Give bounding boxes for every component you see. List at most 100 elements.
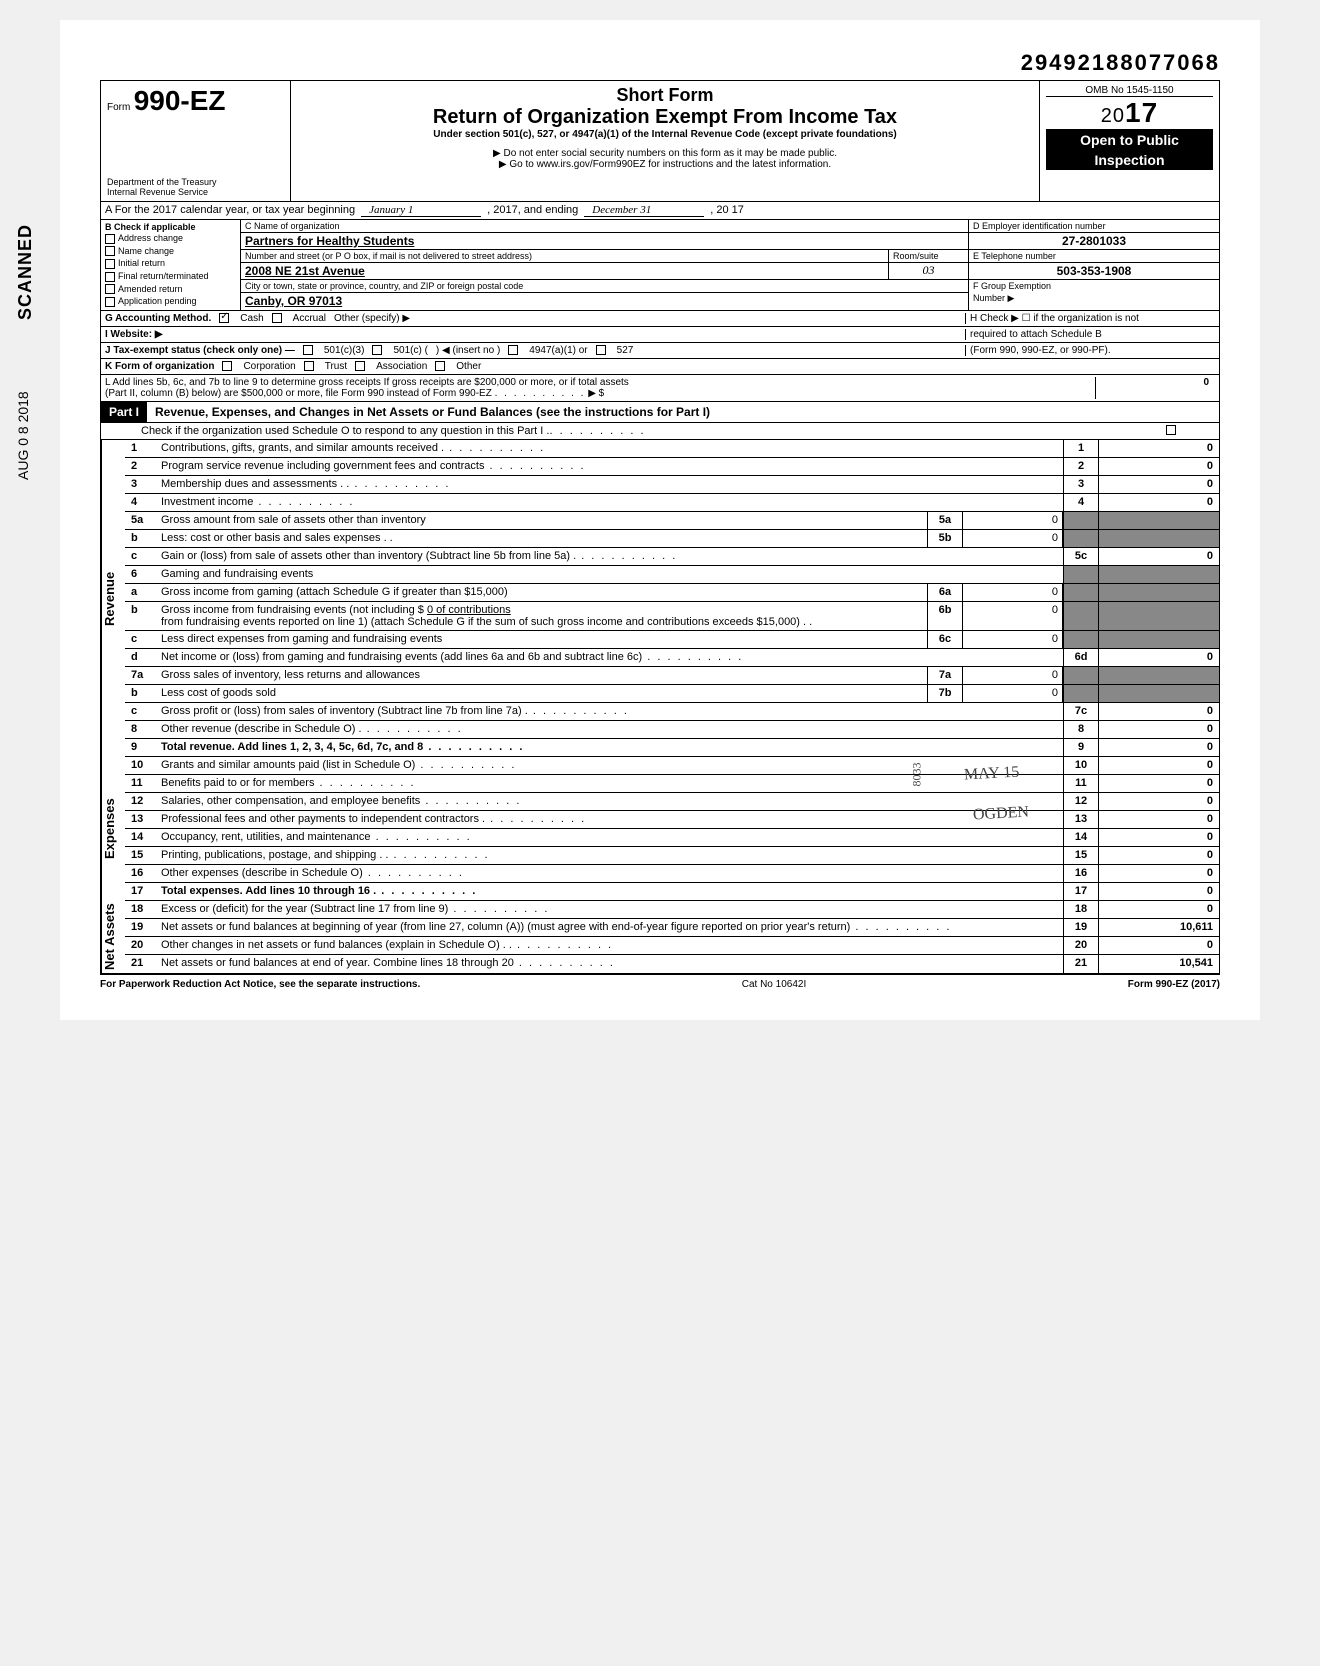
l21-d: Net assets or fund balances at end of ye… [157,955,1063,973]
l15-b: 15 [1063,847,1099,864]
org-street: 2008 NE 21st Avenue [241,263,888,279]
l6b-d3: from fundraising events reported on line… [161,616,812,628]
form-number: 990-EZ [134,85,226,116]
b-label: B Check if applicable [105,222,236,232]
chk-amended-return[interactable] [105,284,115,294]
l1-b: 1 [1063,440,1099,457]
f-label2: Number ▶ [969,292,1219,305]
l7b-m: 7b [927,685,963,702]
c-city-label: City or town, state or province, country… [241,280,968,293]
c-name-label: C Name of organization [241,220,968,233]
h-label: H Check ▶ ☐ if the organization is not [965,313,1215,324]
chk-final-return[interactable] [105,272,115,282]
chk-501c[interactable] [372,345,382,355]
l5c-d: Gain or (loss) from sale of assets other… [157,548,1063,565]
l5a-sh [1063,512,1099,529]
e-label: E Telephone number [969,250,1219,263]
chk-trust[interactable] [304,361,314,371]
l6b-d: Gross income from fundraising events (no… [161,604,424,616]
chk-initial-return[interactable] [105,259,115,269]
l6b-n: b [125,602,157,630]
chk-schedule-o[interactable] [1166,425,1176,435]
l7a-mv: 0 [963,667,1063,684]
l13-n: 13 [125,811,157,828]
b-item-3: Final return/terminated [118,271,209,281]
l2-d: Program service revenue including govern… [157,458,1063,475]
chk-accrual[interactable] [272,313,282,323]
l-value: 0 [1095,377,1215,399]
l2-v: 0 [1099,458,1219,475]
l5c-v: 0 [1099,548,1219,565]
row-j: J Tax-exempt status (check only one) — 5… [100,343,1220,359]
dept-treasury: Department of the Treasury [107,177,284,187]
chk-assoc[interactable] [355,361,365,371]
l5b-mv: 0 [963,530,1063,547]
l10-b: 10 [1063,757,1099,774]
chk-other[interactable] [435,361,445,371]
l4-b: 4 [1063,494,1099,511]
l15-d: Printing, publications, postage, and shi… [157,847,1063,864]
l7c-v: 0 [1099,703,1219,720]
l6a-d: Gross income from gaming (attach Schedul… [157,584,927,601]
l7a-n: 7a [125,667,157,684]
l6c-m: 6c [927,631,963,648]
g-other: Other (specify) ▶ [334,313,410,324]
stamp-ogden: OGDEN [973,803,1030,824]
l17-d: Total expenses. Add lines 10 through 16 … [157,883,1063,900]
l20-d: Other changes in net assets or fund bala… [157,937,1063,954]
l18-b: 18 [1063,901,1099,918]
row-a-endyear: , 20 17 [710,204,744,217]
l21-b: 21 [1063,955,1099,973]
part1-header-row: Part I Revenue, Expenses, and Changes in… [100,402,1220,423]
chk-application-pending[interactable] [105,297,115,307]
tax-year-end: December 31 [584,204,704,217]
revenue-vert-label: Revenue [101,440,125,757]
g-label: G Accounting Method. [105,313,211,324]
chk-name-change[interactable] [105,246,115,256]
h-label3: (Form 990, 990-EZ, or 990-PF). [965,345,1215,356]
l13-v: 0 [1099,811,1219,828]
l18-n: 18 [125,901,157,918]
l3-n: 3 [125,476,157,493]
expenses-vert-label: Expenses [101,757,125,901]
l12-d: Salaries, other compensation, and employ… [157,793,1063,810]
chk-527[interactable] [596,345,606,355]
j-d: 4947(a)(1) or [529,345,587,356]
l3-d: Membership dues and assessments . . [157,476,1063,493]
j-a: 501(c)(3) [324,345,365,356]
revenue-section: Revenue 1Contributions, gifts, grants, a… [100,440,1220,757]
chk-address-change[interactable] [105,234,115,244]
chk-4947[interactable] [508,345,518,355]
k-2: Association [376,361,427,372]
subtitle: Under section 501(c), 527, or 4947(a)(1)… [297,129,1033,140]
chk-cash[interactable] [219,313,229,323]
b-item-2: Initial return [118,258,165,268]
org-city: Canby, OR 97013 [241,293,968,309]
l7b-mv: 0 [963,685,1063,702]
l19-v: 10,611 [1099,919,1219,936]
l6c-n: c [125,631,157,648]
l-arrow: ▶ $ [588,388,604,399]
b-item-5: Application pending [118,296,197,306]
chk-corp[interactable] [222,361,232,371]
c-room-label: Room/suite [888,250,968,262]
l13-d: Professional fees and other payments to … [157,811,1063,828]
j-e: 527 [617,345,634,356]
j-b: 501(c) ( [393,345,427,356]
tax-year-begin: January 1 [361,204,481,217]
l6-n: 6 [125,566,157,583]
chk-501c3[interactable] [303,345,313,355]
l10-d: Grants and similar amounts paid (list in… [157,757,1063,774]
l6a-mv: 0 [963,584,1063,601]
l20-b: 20 [1063,937,1099,954]
row-a-label: A For the 2017 calendar year, or tax yea… [105,204,355,217]
l17-v: 0 [1099,883,1219,900]
b-item-1: Name change [118,246,174,256]
l6d-d: Net income or (loss) from gaming and fun… [157,649,1063,666]
l16-v: 0 [1099,865,1219,882]
scanned-stamp: SCANNED [15,224,36,320]
l17-n: 17 [125,883,157,900]
l16-d: Other expenses (describe in Schedule O) [157,865,1063,882]
i-label: I Website: ▶ [105,329,163,340]
org-name: Partners for Healthy Students [241,233,968,250]
